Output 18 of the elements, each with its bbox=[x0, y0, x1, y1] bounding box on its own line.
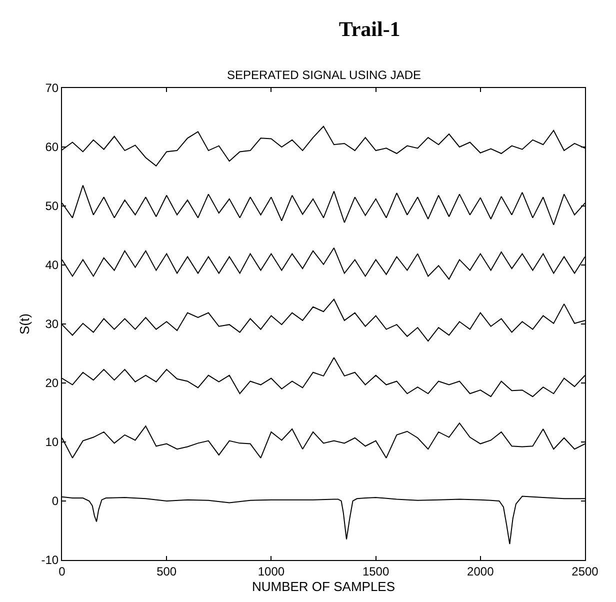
x-tick-label: 2000 bbox=[467, 564, 494, 578]
x-tick-label: 2500 bbox=[572, 564, 599, 578]
x-axis-title: NUMBER OF SAMPLES bbox=[252, 579, 396, 594]
y-axis-title: S(t) bbox=[17, 314, 32, 334]
x-tick-label: 500 bbox=[156, 564, 177, 578]
y-tick-label: 0 bbox=[52, 494, 59, 508]
y-tick-label: 30 bbox=[45, 317, 59, 332]
y-tick-label: 10 bbox=[45, 435, 59, 450]
y-tick-label: 70 bbox=[45, 81, 59, 96]
chart-subtitle: SEPERATED SIGNAL USING JADE bbox=[227, 68, 422, 82]
x-tick-label: 1500 bbox=[362, 564, 390, 578]
y-tick-label: 60 bbox=[45, 140, 59, 154]
y-tick-label: 50 bbox=[45, 199, 59, 214]
y-tick-label: -10 bbox=[41, 553, 59, 568]
y-tick-label: 40 bbox=[45, 258, 59, 272]
chart-title: Trail-1 bbox=[338, 16, 400, 41]
x-tick-label: 1000 bbox=[258, 564, 285, 578]
y-tick-label: 20 bbox=[45, 376, 59, 390]
